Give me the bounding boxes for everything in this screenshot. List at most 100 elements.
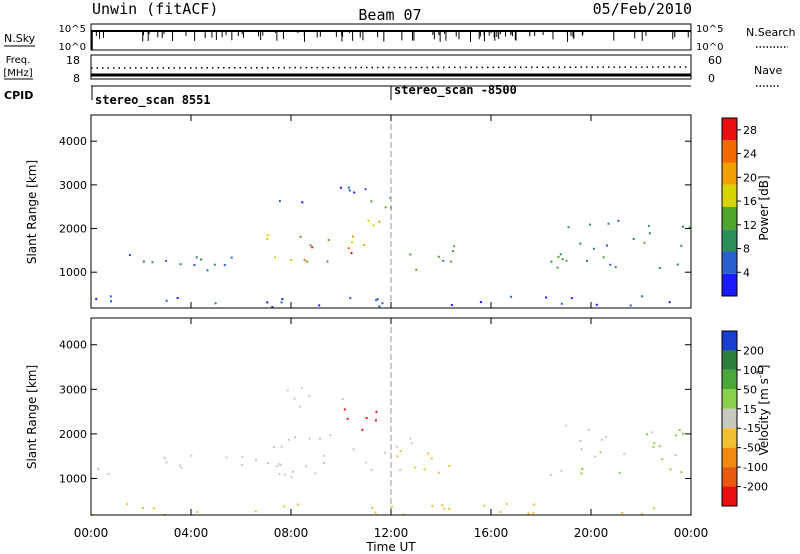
heatmap-cell — [287, 438, 290, 441]
heatmap-cell — [347, 186, 350, 189]
colorbar-tick-label: 50 — [743, 383, 757, 396]
freq-tick-bottom: 8 — [73, 72, 80, 85]
heatmap-cell — [319, 437, 321, 440]
heatmap-cell — [326, 260, 329, 263]
colorbar-tick-label: 8 — [743, 243, 750, 256]
colorbar-swatch — [722, 389, 737, 409]
x-tick-label: 00:00 — [74, 526, 109, 540]
heatmap-cell — [378, 305, 381, 308]
velocity-heatmap-data — [91, 387, 684, 516]
heatmap-cell — [678, 429, 681, 431]
heatmap-cell — [479, 301, 482, 304]
heatmap-cell — [370, 200, 373, 203]
colorbar-swatch — [722, 369, 737, 390]
heatmap-cell — [190, 454, 193, 457]
heatmap-cell — [448, 508, 451, 510]
heatmap-cell — [109, 295, 112, 298]
heatmap-cell — [560, 469, 563, 472]
heatmap-cell — [323, 461, 325, 464]
heatmap-cell — [180, 466, 183, 469]
heatmap-cell — [278, 473, 281, 475]
heatmap-cell — [557, 256, 560, 258]
heatmap-cell — [658, 445, 661, 448]
heatmap-cell — [415, 268, 418, 271]
station-title: Unwin (fitACF) — [92, 0, 218, 18]
heatmap-cell — [650, 431, 653, 434]
heatmap-cell — [267, 462, 270, 464]
heatmap-cell — [107, 472, 110, 475]
power-y-axis: 1000 2000 3000 4000 — [59, 135, 691, 279]
heatmap-cell — [241, 455, 244, 458]
colorbar-swatch — [722, 118, 737, 141]
heatmap-cell — [409, 437, 412, 440]
heatmap-cell — [399, 469, 402, 472]
heatmap-cell — [593, 247, 595, 250]
colorbar-swatch — [722, 207, 737, 230]
heatmap-cell — [352, 448, 355, 451]
heatmap-cell — [641, 295, 644, 298]
nsky-panel-frame — [90, 23, 692, 51]
heatmap-cell — [437, 255, 440, 258]
heatmap-cell — [195, 256, 198, 259]
heatmap-cell — [276, 465, 279, 468]
heatmap-cell — [383, 451, 386, 454]
y-tick-label: 1000 — [59, 266, 87, 279]
heatmap-cell — [370, 468, 373, 471]
heatmap-cell — [278, 463, 281, 466]
heatmap-cell — [142, 260, 145, 263]
y-tick-label: 4000 — [59, 339, 87, 352]
heatmap-cell — [240, 464, 243, 467]
heatmap-cell — [410, 442, 413, 445]
heatmap-cell — [653, 507, 655, 510]
heatmap-cell — [550, 260, 553, 263]
date-title: 05/Feb/2010 — [593, 0, 692, 18]
heatmap-cell — [348, 189, 351, 192]
heatmap-cell — [450, 304, 453, 306]
heatmap-cell — [280, 445, 283, 448]
heatmap-cell — [423, 468, 426, 471]
colorbar-tick-label: -50 — [743, 442, 761, 455]
heatmap-cell — [341, 398, 344, 401]
colorbar-swatch — [722, 428, 737, 448]
colorbar-tick-label: 28 — [743, 124, 757, 137]
heatmap-cell — [532, 512, 535, 514]
colorbar-swatch — [722, 184, 737, 207]
nsearch-tick-top: 10^5 — [696, 24, 723, 35]
colorbar-frame — [721, 330, 738, 507]
colorbar-tick-label: 200 — [743, 344, 764, 357]
cpid-segment-1: stereo_scan 8551 — [95, 93, 211, 108]
colorbar-tick-label: 12 — [743, 219, 757, 232]
heatmap-cell — [581, 468, 584, 470]
power-x-ticks — [90, 115, 692, 308]
heatmap-cell — [680, 471, 683, 474]
heatmap-cell — [600, 438, 603, 441]
colorbar-tick-label: 100 — [743, 364, 764, 377]
heatmap-cell — [510, 295, 513, 298]
nave-label: Nave — [754, 64, 782, 77]
heatmap-cell — [483, 504, 486, 507]
heatmap-cell — [200, 258, 203, 261]
freq-label-2: [MHz] — [3, 68, 32, 79]
heatmap-cell — [431, 505, 434, 508]
colorbar-tick-label: -200 — [743, 481, 768, 494]
heatmap-cell — [580, 472, 583, 475]
heatmap-cell — [353, 191, 356, 194]
heatmap-cell — [296, 503, 299, 506]
heatmap-cell — [652, 445, 655, 448]
x-tick-label: 16:00 — [474, 526, 509, 540]
heatmap-cell — [283, 505, 286, 508]
nsky-tick-top: 10^5 — [59, 24, 86, 35]
heatmap-cell — [533, 503, 536, 506]
heatmap-cell — [346, 417, 349, 420]
heatmap-cell — [303, 259, 306, 262]
power-colorbar: 4 8 12 16 20 24 28 — [721, 117, 757, 297]
heatmap-cell — [352, 235, 354, 238]
heatmap-cell — [499, 511, 502, 513]
colorbar-swatch — [722, 447, 737, 468]
colorbar-tick-label: 20 — [743, 171, 757, 184]
heatmap-cell — [293, 397, 296, 400]
heatmap-cell — [567, 226, 570, 229]
colorbar-swatch — [722, 273, 737, 296]
beam-title: Beam 07 — [358, 6, 421, 24]
heatmap-cell — [395, 445, 398, 448]
